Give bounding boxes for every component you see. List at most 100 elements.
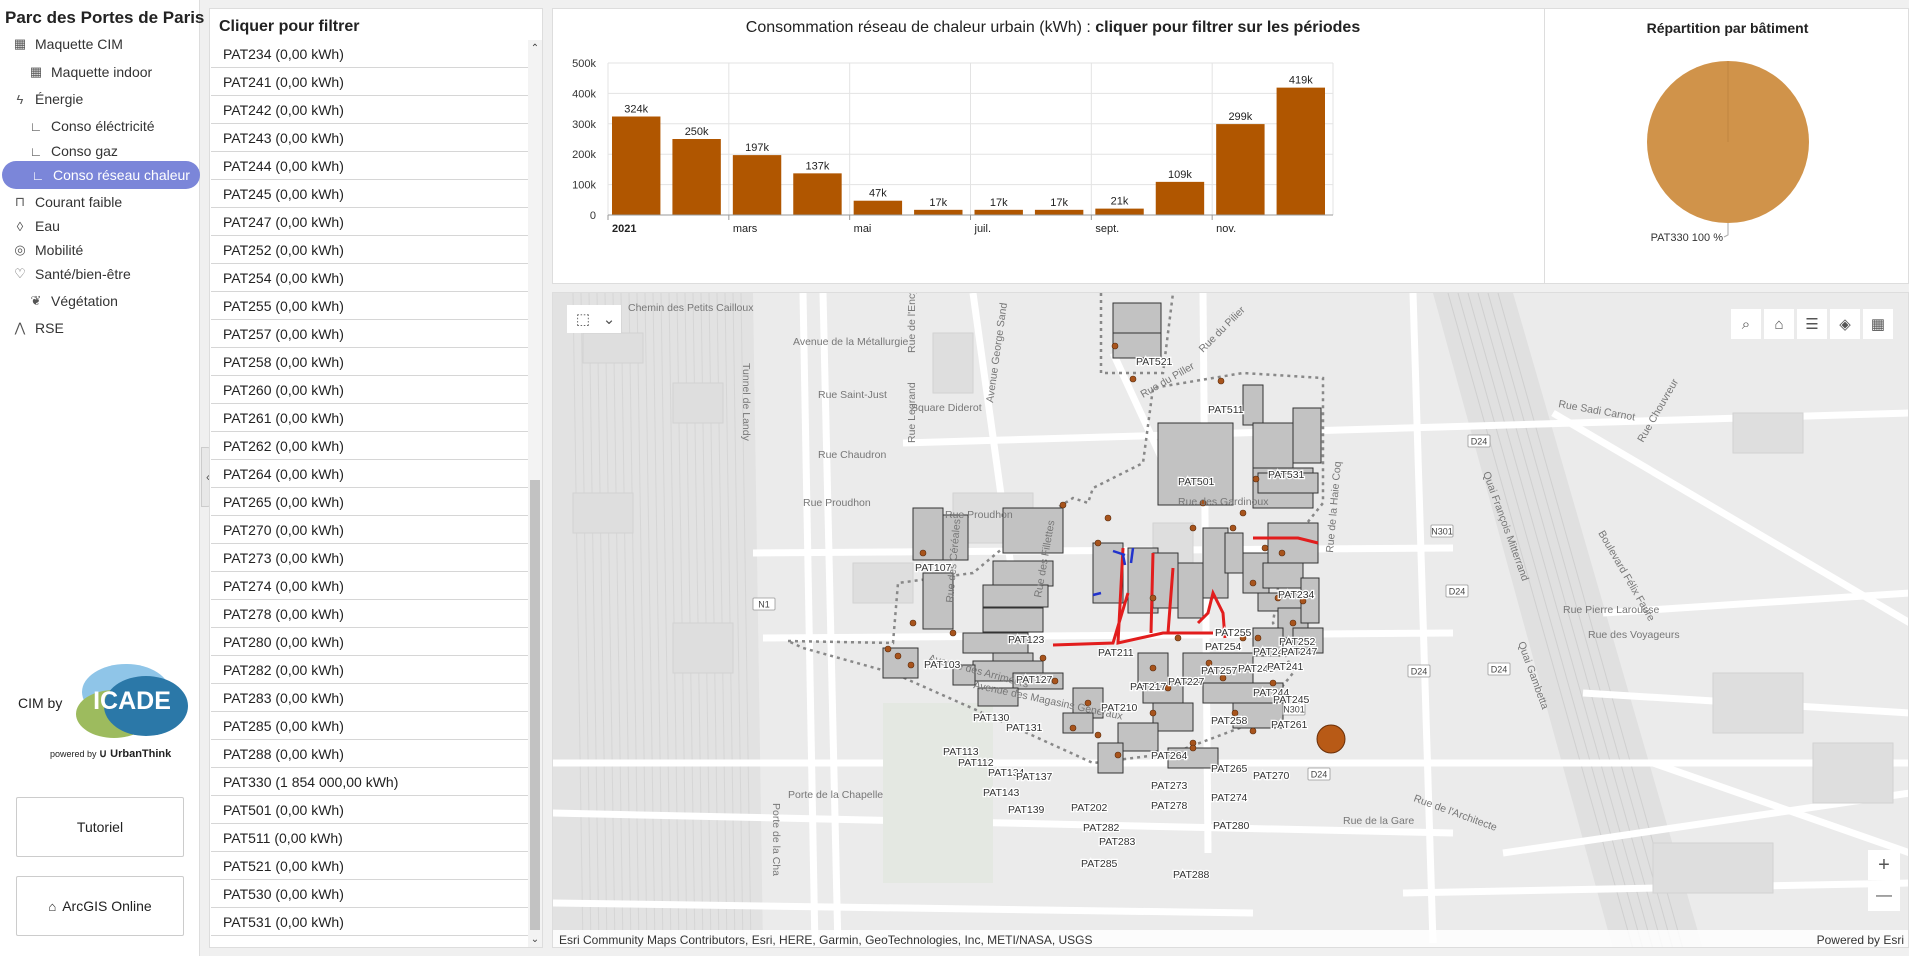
campus-building[interactable]	[942, 514, 969, 561]
meter-point[interactable]	[1149, 664, 1157, 672]
campus-building[interactable]	[952, 664, 976, 686]
nav-item-conso-réseau-chaleur[interactable]: ∟ Conso réseau chaleur	[2, 161, 200, 189]
nav-item-conso-éléctricité[interactable]: ∟ Conso éléctricité	[0, 112, 200, 140]
nav-item-maquette-indoor[interactable]: ▦ Maquette indoor	[0, 58, 200, 86]
meter-point[interactable]	[1299, 597, 1307, 605]
meter-point[interactable]	[1278, 549, 1286, 557]
bar[interactable]	[1155, 181, 1205, 215]
meter-point[interactable]	[1205, 659, 1213, 667]
scroll-down-icon[interactable]: ⌄	[530, 934, 540, 945]
bar[interactable]	[1216, 124, 1265, 215]
arcgis-online-button[interactable]: ⌂ ArcGIS Online	[16, 876, 184, 936]
filter-item[interactable]: PAT255 (0,00 kWh)	[211, 292, 529, 320]
meter-point[interactable]	[909, 619, 917, 627]
meter-point[interactable]	[1149, 594, 1157, 602]
filter-item[interactable]: PAT261 (0,00 kWh)	[211, 404, 529, 432]
filter-item[interactable]: PAT262 (0,00 kWh)	[211, 432, 529, 460]
campus-building[interactable]	[912, 507, 944, 561]
meter-point[interactable]	[1149, 709, 1157, 717]
map-view[interactable]: Chemin des Petits Cailloux Avenue de la M…	[552, 292, 1909, 948]
filter-item[interactable]: PAT244 (0,00 kWh)	[211, 152, 529, 180]
nav-item-santé-bien-être[interactable]: ♡ Santé/bien-être	[0, 260, 200, 288]
filter-item[interactable]: PAT247 (0,00 kWh)	[211, 208, 529, 236]
campus-building[interactable]	[1257, 472, 1319, 494]
meter-point[interactable]	[1189, 744, 1197, 752]
campus-building[interactable]	[922, 572, 954, 630]
meter-point[interactable]	[919, 549, 927, 557]
meter-point[interactable]	[1174, 634, 1182, 642]
bar[interactable]	[732, 155, 782, 215]
meter-point[interactable]	[1199, 499, 1207, 507]
meter-point[interactable]	[1059, 501, 1067, 509]
campus-building[interactable]	[1202, 527, 1229, 599]
campus-building[interactable]	[1292, 407, 1322, 464]
meter-point[interactable]	[1269, 679, 1277, 687]
nav-item-rse[interactable]: ⋀ RSE	[0, 314, 200, 342]
meter-point[interactable]	[1239, 509, 1247, 517]
meter-point[interactable]	[1164, 684, 1172, 692]
campus-building[interactable]	[1157, 422, 1234, 506]
meter-point[interactable]	[1094, 539, 1102, 547]
filter-item[interactable]: PAT234 (0,00 kWh)	[211, 40, 529, 68]
bar[interactable]	[1034, 209, 1084, 215]
meter-point[interactable]	[1039, 654, 1047, 662]
meter-point[interactable]	[1189, 524, 1197, 532]
meter-point[interactable]	[1084, 699, 1092, 707]
campus-building[interactable]	[1252, 627, 1284, 657]
meter-point[interactable]	[884, 645, 892, 653]
meter-point[interactable]	[1249, 579, 1257, 587]
meter-point[interactable]	[1051, 677, 1059, 685]
bar[interactable]	[612, 116, 661, 215]
layers-button[interactable]: ◈	[1830, 309, 1860, 339]
meter-point[interactable]	[907, 661, 915, 669]
filter-item[interactable]: PAT511 (0,00 kWh)	[211, 824, 529, 852]
filter-item[interactable]: PAT521 (0,00 kWh)	[211, 852, 529, 880]
campus-building[interactable]	[1177, 562, 1204, 619]
nav-item-énergie[interactable]: ϟ Énergie	[0, 85, 200, 113]
bar[interactable]	[853, 200, 903, 215]
nav-item-courant-faible[interactable]: ⊓ Courant faible	[0, 188, 200, 216]
campus-building[interactable]	[1117, 722, 1159, 752]
bar[interactable]	[793, 173, 842, 215]
filter-item[interactable]: PAT531 (0,00 kWh)	[211, 908, 529, 936]
meter-point[interactable]	[1231, 709, 1239, 717]
campus-building[interactable]	[1262, 562, 1304, 589]
legend-button[interactable]: ☰	[1797, 309, 1827, 339]
filter-item[interactable]: PAT530 (0,00 kWh)	[211, 880, 529, 908]
meter-point[interactable]	[1219, 674, 1227, 682]
bar[interactable]	[672, 139, 721, 215]
campus-building[interactable]	[1012, 672, 1064, 690]
meter-point[interactable]	[1069, 724, 1077, 732]
campus-building[interactable]	[977, 687, 1019, 707]
scroll-up-icon[interactable]: ⌃	[530, 43, 540, 54]
meter-point[interactable]	[1114, 751, 1122, 759]
meter-point[interactable]	[1094, 731, 1102, 739]
filter-item[interactable]: PAT270 (0,00 kWh)	[211, 516, 529, 544]
filter-item[interactable]: PAT257 (0,00 kWh)	[211, 320, 529, 348]
meter-point[interactable]	[1254, 634, 1262, 642]
campus-building[interactable]	[1002, 507, 1064, 554]
filter-item[interactable]: PAT274 (0,00 kWh)	[211, 572, 529, 600]
campus-building[interactable]	[1112, 332, 1162, 359]
meter-point[interactable]	[1249, 727, 1257, 735]
filter-item[interactable]: PAT243 (0,00 kWh)	[211, 124, 529, 152]
filter-item[interactable]: PAT242 (0,00 kWh)	[211, 96, 529, 124]
filter-item[interactable]: PAT501 (0,00 kWh)	[211, 796, 529, 824]
bar[interactable]	[914, 209, 963, 215]
map-canvas[interactable]: Chemin des Petits Cailloux Avenue de la M…	[553, 293, 1909, 948]
nav-item-maquette-cim[interactable]: ▦ Maquette CIM	[0, 30, 200, 58]
campus-building[interactable]	[1292, 627, 1324, 654]
filter-item[interactable]: PAT278 (0,00 kWh)	[211, 600, 529, 628]
campus-building[interactable]	[1062, 712, 1094, 734]
home-button[interactable]: ⌂	[1764, 309, 1794, 339]
meter-point[interactable]	[1252, 475, 1260, 483]
scroll-thumb[interactable]	[530, 480, 540, 930]
tutorial-button[interactable]: Tutoriel	[16, 797, 184, 857]
campus-building[interactable]	[1242, 384, 1264, 426]
filter-item[interactable]: PAT265 (0,00 kWh)	[211, 488, 529, 516]
filter-item[interactable]: PAT288 (0,00 kWh)	[211, 740, 529, 768]
meter-point[interactable]	[1274, 594, 1282, 602]
search-button[interactable]: ⌕	[1731, 309, 1761, 339]
select-tool-dropdown[interactable]: ⌄	[597, 305, 621, 333]
filter-item[interactable]: PAT260 (0,00 kWh)	[211, 376, 529, 404]
